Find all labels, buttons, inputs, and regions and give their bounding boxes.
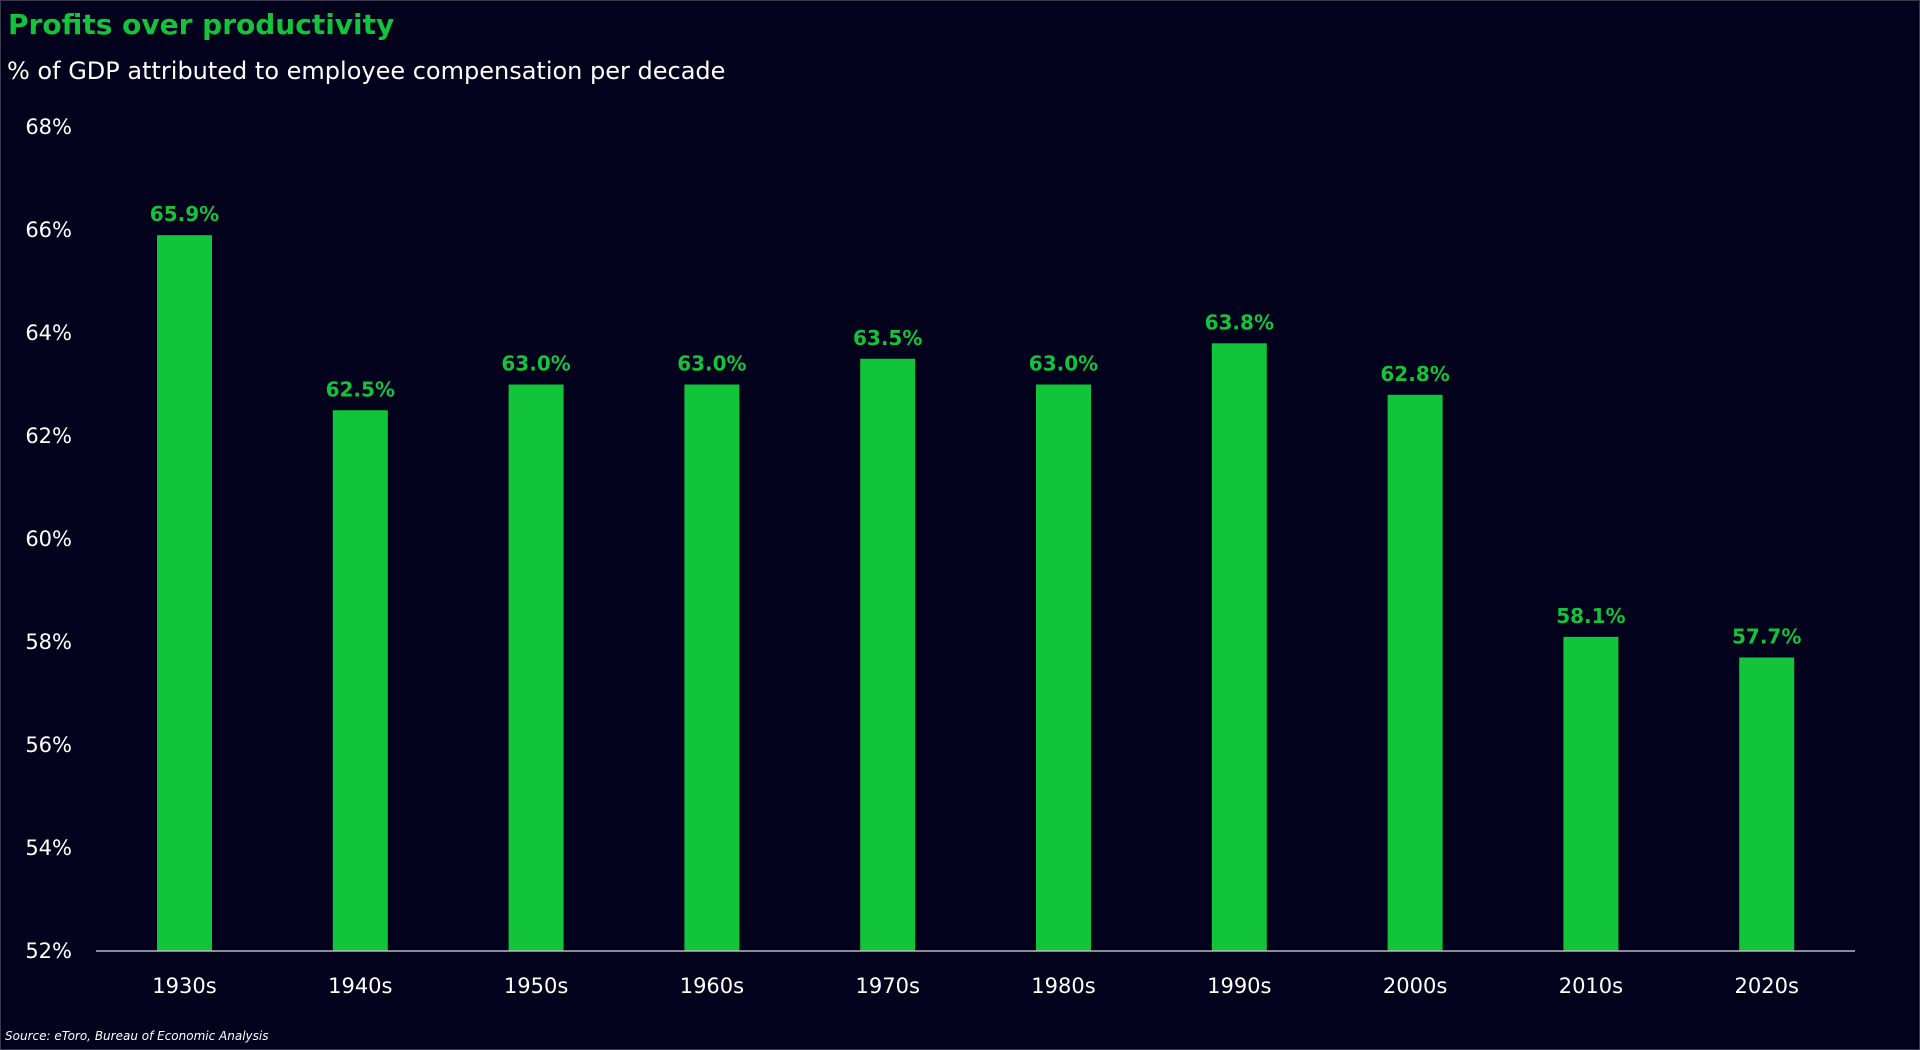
bar-1990s [1211,343,1267,951]
x-tick-label: 2020s [1735,974,1799,998]
data-label: 58.1% [1556,604,1625,628]
y-tick-label: 52% [25,939,72,963]
x-tick-label: 1980s [1031,974,1095,998]
x-tick-label: 1930s [152,974,216,998]
x-tick-label: 1940s [328,974,392,998]
bar-1950s [508,384,564,951]
y-tick-label: 58% [25,630,72,654]
x-tick-label: 2000s [1383,974,1447,998]
data-label: 57.7% [1732,624,1801,648]
bar-2010s [1563,636,1619,951]
y-tick-label: 62% [25,424,72,448]
bar-1960s [684,384,740,951]
bar-2020s [1739,657,1795,951]
chart-title: Profits over productivity [8,8,395,41]
x-tick-label: 2010s [1559,974,1623,998]
data-labels: 65.9% 62.5% 63.0% 63.0% 63.5% 63.0% 63.8% 62.8%… [150,202,1802,648]
bar-1980s [1036,384,1091,951]
chart-subtitle: % of GDP attributed to employee compensa… [7,57,726,85]
bar-2000s [1387,394,1443,951]
data-label: 63.8% [1205,310,1274,334]
bar-1970s [860,358,916,951]
data-label: 63.0% [677,352,746,376]
y-axis: 52% 54% 56% 58% 60% 62% 64% 66% 68% [25,115,72,963]
x-tick-label: 1950s [504,974,568,998]
bar-1940s [332,410,388,951]
x-tick-label: 1960s [680,974,744,998]
bar-1930s [157,235,212,951]
data-label: 65.9% [150,202,219,226]
y-tick-label: 66% [25,218,72,242]
x-tick-label: 1970s [856,974,920,998]
source-note: Source: eToro, Bureau of Economic Analys… [5,1029,269,1043]
x-axis: 1930s 1940s 1950s 1960s 1970s 1980s 1990s 2000s… [96,950,1855,998]
bars [157,235,1795,951]
data-label: 63.0% [1029,352,1098,376]
data-label: 63.0% [501,352,570,376]
y-tick-label: 56% [25,733,72,757]
data-label: 62.5% [326,377,395,401]
y-tick-label: 54% [25,836,72,860]
y-tick-label: 60% [25,527,72,551]
data-label: 62.8% [1380,362,1449,386]
x-tick-label: 1990s [1207,974,1271,998]
y-tick-label: 68% [25,115,72,139]
y-tick-label: 64% [25,321,72,345]
data-label: 63.5% [853,326,922,350]
